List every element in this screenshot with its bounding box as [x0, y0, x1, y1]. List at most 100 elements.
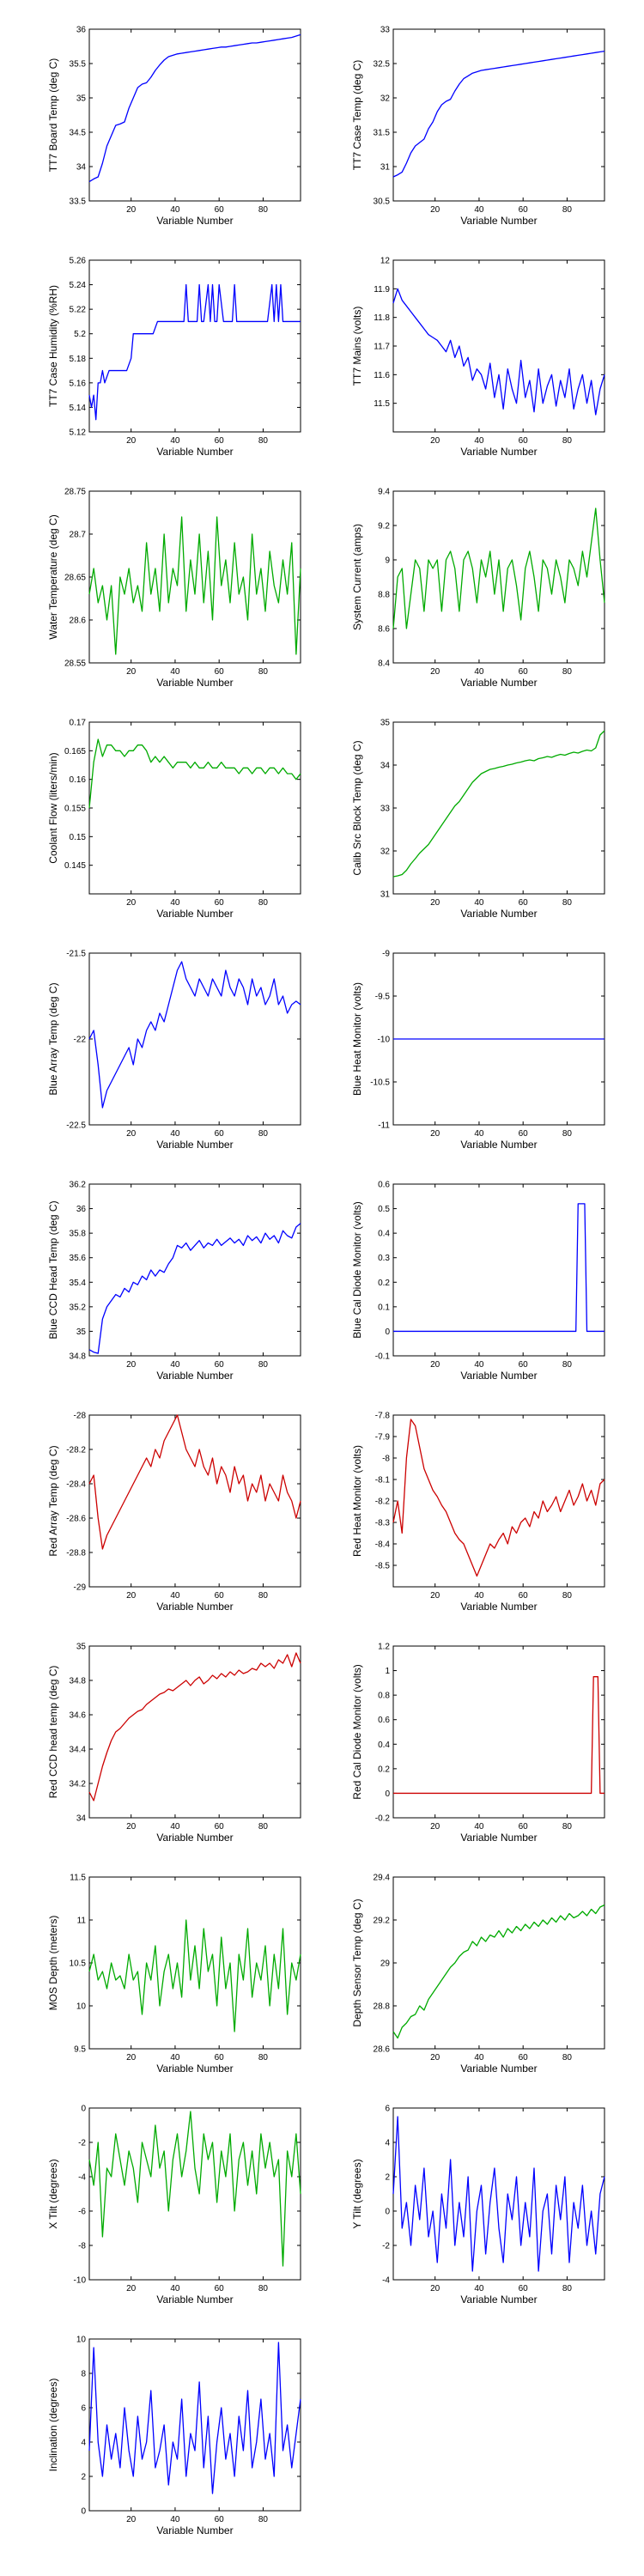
chart-panel-17: 20 40 60 80 9.5 10 10.5 11 11.5 Variable Number MO… [47, 1874, 301, 2075]
series-line [88, 2111, 301, 2267]
y-tick-label: 34 [76, 1814, 87, 1824]
y-tick-label: 11.9 [374, 285, 390, 295]
x-tick-label: 20 [126, 1591, 137, 1601]
x-tick-label: 60 [519, 898, 529, 908]
y-tick-label: -2 [78, 2139, 86, 2148]
plot-area [88, 259, 301, 433]
y-tick-label: -28.4 [66, 1480, 86, 1490]
y-tick-label: -28.2 [66, 1446, 86, 1455]
plot-area [392, 1645, 605, 1819]
y-tick-label: -10 [74, 2276, 87, 2286]
chart-panel-3: 20 40 60 80 5.12 5.14 5.16 5.18 5.2 5.22 5.24 5.26 V… [47, 257, 301, 458]
x-tick-label: 20 [430, 1360, 440, 1370]
y-tick-label: 8.6 [378, 625, 390, 635]
y-tick-label: 10 [76, 2336, 87, 2345]
x-axis-label: Variable Number [460, 446, 537, 458]
y-tick-label: 34.2 [70, 1780, 87, 1789]
chart-panel-2: 20 40 60 80 30.5 31 31.5 32 32.5 33 Variable Numbe… [351, 26, 605, 227]
y-tick-label: 5.2 [74, 330, 86, 339]
y-tick-label: 28.7 [70, 531, 87, 540]
y-tick-label: -8.3 [375, 1519, 391, 1528]
y-tick-label: -10.5 [370, 1078, 390, 1088]
x-axis-label: Variable Number [460, 1832, 537, 1844]
y-tick-label: 36 [76, 26, 87, 35]
y-tick-label: 0.3 [378, 1254, 390, 1263]
y-axis-label: System Current (amps) [351, 524, 363, 630]
x-tick-label: 40 [170, 2053, 180, 2063]
x-axis-label: Variable Number [156, 908, 233, 920]
y-tick-label: -8.4 [375, 1540, 391, 1550]
x-tick-label: 20 [126, 667, 137, 677]
series-line [88, 1414, 301, 1550]
y-tick-label: 0 [385, 1327, 390, 1337]
x-tick-label: 40 [474, 667, 484, 677]
x-axis-label: Variable Number [460, 908, 537, 920]
y-tick-label: 1.2 [378, 1643, 390, 1652]
y-tick-label: 0 [81, 2507, 86, 2517]
y-tick-label: 29 [380, 1959, 391, 1969]
y-axis-label: TT7 Mains (volts) [351, 307, 363, 386]
series-line [88, 33, 301, 183]
y-tick-label: 0.6 [378, 1181, 390, 1190]
y-tick-label: 0.2 [378, 1765, 390, 1774]
y-tick-label: 0.15 [70, 833, 87, 842]
y-tick-label: 36 [76, 1205, 87, 1214]
y-axis-label: Water Temperature (deg C) [47, 514, 59, 639]
y-tick-label: 9.2 [378, 522, 390, 532]
x-axis-label: Variable Number [460, 677, 537, 689]
x-tick-label: 60 [215, 1591, 225, 1601]
x-tick-label: 80 [258, 667, 269, 677]
x-tick-label: 40 [170, 2515, 180, 2524]
y-tick-label: 36.2 [70, 1181, 87, 1190]
series-line [392, 50, 605, 178]
y-tick-label: 35.6 [70, 1254, 87, 1263]
x-tick-label: 80 [258, 2284, 269, 2293]
y-tick-label: 35 [76, 94, 87, 104]
series-line [392, 1419, 605, 1577]
x-tick-label: 40 [170, 1591, 180, 1601]
y-tick-label: 12 [380, 257, 391, 266]
y-tick-label: -29 [74, 1583, 87, 1593]
y-tick-label: -6 [78, 2208, 86, 2217]
plot-area [392, 2107, 605, 2281]
x-axis-label: Variable Number [460, 215, 537, 227]
plot-area [88, 2107, 301, 2281]
y-tick-label: -8.1 [375, 1476, 391, 1485]
y-tick-label: 0.4 [378, 1230, 390, 1239]
plot-area [88, 28, 301, 202]
y-axis-label: X Tilt (degrees) [47, 2159, 59, 2228]
x-tick-label: 60 [519, 1360, 529, 1370]
x-tick-label: 60 [519, 205, 529, 215]
y-tick-label: 32 [380, 848, 391, 857]
series-line [88, 961, 301, 1109]
y-axis-label: TT7 Case Temp (deg C) [351, 60, 363, 171]
y-axis-label: MOS Depth (meters) [47, 1916, 59, 2011]
y-tick-label: 33 [380, 26, 391, 35]
x-tick-label: 80 [562, 2284, 573, 2293]
series-line [88, 283, 301, 421]
y-tick-label: -4 [382, 2276, 390, 2286]
x-tick-label: 40 [170, 205, 180, 215]
series-line [88, 738, 301, 809]
y-axis-label: Red CCD head temp (deg C) [47, 1666, 59, 1799]
x-tick-label: 80 [258, 898, 269, 908]
y-tick-label: 9.4 [378, 488, 390, 497]
y-tick-label: -9 [382, 950, 390, 959]
x-tick-label: 80 [562, 898, 573, 908]
plot-area [392, 28, 605, 202]
plot-area [392, 1183, 605, 1357]
x-axis-label: Variable Number [156, 2524, 233, 2537]
y-tick-label: 0 [81, 2105, 86, 2114]
y-tick-label: 4 [81, 2439, 86, 2448]
chart-panel-20: 20 40 60 80 -4 -2 0 2 4 6 Variable Number Y Tilt (d… [351, 2105, 605, 2306]
y-tick-label: -0.2 [375, 1814, 391, 1824]
y-axis-label: Calib Src Block Temp (deg C) [351, 740, 363, 875]
x-tick-label: 40 [474, 1591, 484, 1601]
x-tick-label: 80 [258, 1822, 269, 1832]
chart-panel-1: 20 40 60 80 33.5 34 34.5 35 35.5 36 Variable Numbe… [47, 26, 301, 227]
x-tick-label: 60 [519, 667, 529, 677]
y-tick-label: 34.8 [70, 1352, 87, 1362]
series-line [393, 1203, 605, 1333]
x-tick-label: 60 [215, 1360, 225, 1370]
y-tick-label: 31 [380, 890, 391, 900]
